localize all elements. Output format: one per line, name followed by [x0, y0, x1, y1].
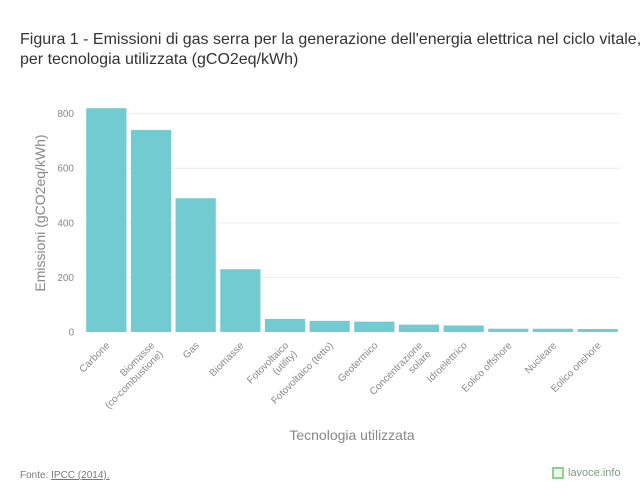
y-axis-title: Emissioni (gCO2eq/kWh) — [32, 134, 48, 291]
x-tick-label: Nucleare — [523, 340, 559, 376]
chart-title: Figura 1 - Emissioni di gas serra per la… — [20, 30, 640, 70]
bar[interactable] — [488, 328, 529, 332]
brand-square-icon — [552, 467, 564, 479]
brand-logo[interactable]: lavoce.info — [552, 464, 621, 482]
x-tick-label: Geotermico — [336, 340, 381, 385]
bar[interactable] — [175, 198, 216, 332]
chart-title-line1: Figura 1 - Emissioni di gas serra per la… — [20, 31, 640, 48]
x-tick-label: Biomasse — [208, 340, 247, 379]
x-tick-label: Idroelettrico — [425, 340, 470, 385]
svg-text:Biomasse: Biomasse — [208, 340, 247, 379]
gridlines — [84, 113, 620, 278]
bar[interactable] — [577, 328, 618, 332]
y-tick-label: 0 — [68, 328, 74, 339]
bar[interactable] — [443, 325, 484, 332]
svg-text:Idroelettrico: Idroelettrico — [425, 340, 470, 385]
x-axis-ticks: Carbone Biomasse(co-combustione) Gas Biomas… — [78, 340, 605, 411]
source-note: Fonte: IPCC (2014). — [20, 470, 110, 481]
bar[interactable] — [354, 321, 395, 332]
y-axis-ticks: 0 200 400 600 800 — [57, 109, 74, 338]
chart-title-line2: per tecnologia utilizzata (gCO2eq/kWh) — [20, 51, 299, 68]
source-label: Fonte: — [20, 470, 49, 481]
x-axis-title: Tecnologia utilizzata — [289, 427, 415, 443]
y-tick-label: 400 — [57, 218, 74, 229]
bar[interactable] — [220, 269, 261, 332]
bars — [86, 108, 618, 332]
bar[interactable] — [130, 130, 172, 332]
y-tick-label: 800 — [57, 109, 74, 120]
bar[interactable] — [398, 324, 440, 332]
bar[interactable] — [532, 328, 574, 332]
svg-text:Nucleare: Nucleare — [523, 340, 559, 376]
source-link[interactable]: IPCC (2014). — [51, 470, 110, 481]
bar[interactable] — [86, 108, 127, 332]
x-tick-label: Gas — [181, 340, 202, 361]
bar[interactable] — [264, 318, 306, 332]
y-tick-label: 200 — [57, 273, 74, 284]
bar[interactable] — [309, 320, 350, 332]
svg-text:Geotermico: Geotermico — [336, 340, 381, 385]
y-tick-label: 600 — [57, 164, 74, 175]
svg-text:Carbone: Carbone — [78, 340, 113, 375]
x-tick-label: Carbone — [78, 340, 113, 375]
brand-name: lavoce.info — [568, 467, 621, 479]
svg-text:Gas: Gas — [181, 340, 202, 361]
